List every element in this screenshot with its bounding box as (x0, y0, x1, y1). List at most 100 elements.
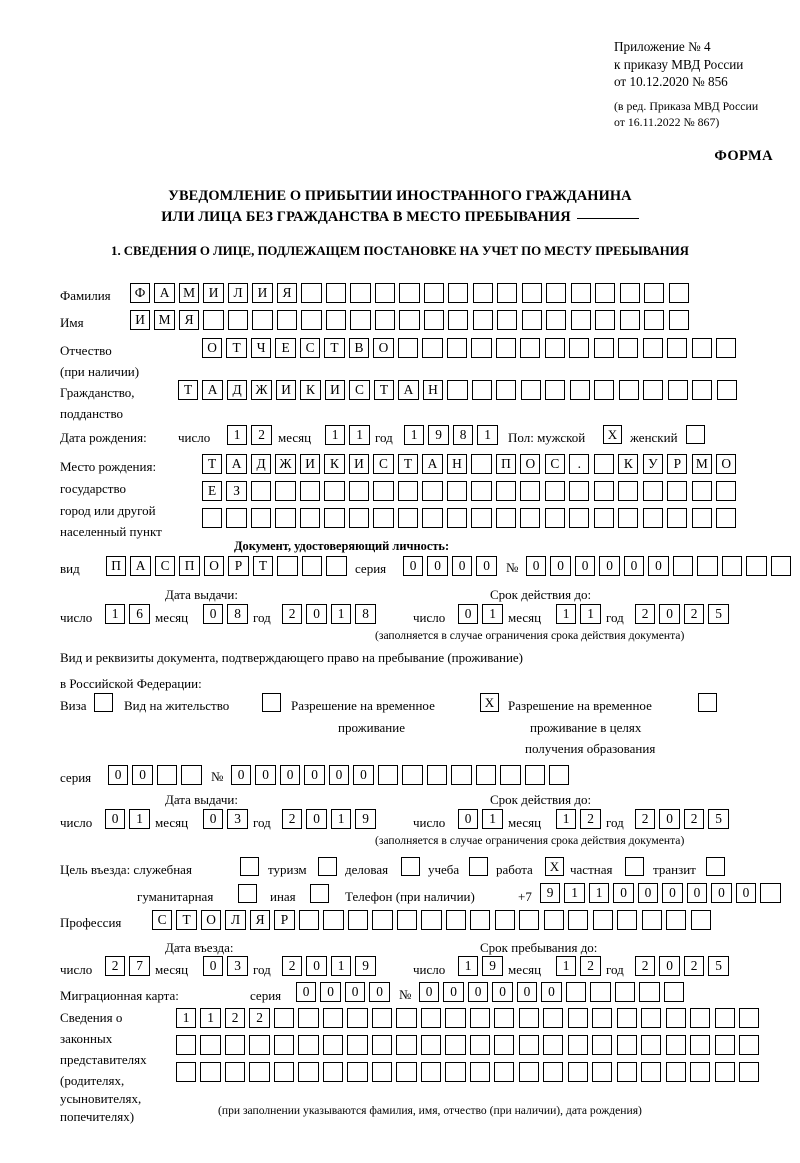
char-cell[interactable] (665, 1062, 686, 1083)
char-cell[interactable]: 0 (427, 556, 448, 577)
char-cell[interactable]: 6 (129, 604, 150, 625)
char-cell[interactable] (203, 310, 224, 331)
char-cell[interactable]: 1 (588, 883, 610, 904)
char-cell[interactable] (739, 1062, 760, 1083)
char-cell[interactable]: Я (249, 910, 271, 931)
char-cell[interactable]: 9 (482, 956, 503, 977)
char-cell[interactable] (593, 454, 614, 475)
char-cell[interactable] (494, 910, 515, 931)
char-cell[interactable]: К (324, 454, 345, 475)
char-cell[interactable] (494, 1062, 515, 1083)
char-cell[interactable] (567, 1035, 588, 1056)
char-cell[interactable] (497, 310, 518, 331)
char-cell[interactable] (691, 338, 712, 359)
char-cell[interactable] (672, 556, 694, 577)
char-cell[interactable]: 1 (482, 604, 503, 625)
char-cell[interactable]: 0 (662, 883, 683, 904)
checkbox-purpose-other[interactable] (310, 884, 329, 903)
char-cell[interactable]: 0 (203, 809, 224, 830)
char-cell[interactable]: 0 (637, 883, 659, 904)
char-cell[interactable]: Т (252, 556, 274, 577)
char-cell[interactable] (322, 1035, 344, 1056)
char-cell[interactable] (445, 1035, 466, 1056)
char-cell[interactable] (371, 1008, 393, 1029)
char-cell[interactable] (520, 481, 541, 502)
char-cell[interactable] (446, 508, 468, 529)
char-cell[interactable]: З (226, 481, 247, 502)
char-cell[interactable]: Я (178, 310, 200, 331)
char-cell[interactable] (642, 481, 663, 502)
char-cell[interactable] (545, 380, 566, 401)
char-cell[interactable] (250, 508, 272, 529)
char-cell[interactable] (544, 481, 565, 502)
char-cell[interactable]: 0 (476, 556, 497, 577)
char-cell[interactable]: П (106, 556, 127, 577)
char-cell[interactable]: А (398, 380, 419, 401)
field-legal-rep-line-2[interactable] (176, 1035, 764, 1056)
char-cell[interactable] (614, 982, 636, 1003)
char-cell[interactable]: 1 (556, 956, 577, 977)
char-cell[interactable]: 0 (279, 765, 301, 786)
char-cell[interactable] (445, 910, 466, 931)
char-cell[interactable] (495, 481, 516, 502)
char-cell[interactable] (420, 1062, 442, 1083)
char-cell[interactable] (396, 1062, 417, 1083)
char-cell[interactable] (618, 481, 639, 502)
char-cell[interactable] (396, 910, 418, 931)
char-cell[interactable]: К (618, 454, 639, 475)
checkbox-sex-male[interactable]: Х (603, 425, 622, 444)
char-cell[interactable]: . (569, 454, 590, 475)
char-cell[interactable] (373, 481, 394, 502)
char-cell[interactable] (518, 1062, 539, 1083)
char-cell[interactable]: 5 (708, 809, 729, 830)
char-cell[interactable] (276, 310, 298, 331)
char-cell[interactable] (618, 380, 639, 401)
char-cell[interactable] (445, 1062, 466, 1083)
char-cell[interactable] (642, 508, 663, 529)
char-cell[interactable]: 0 (304, 765, 325, 786)
char-cell[interactable] (543, 1008, 564, 1029)
char-cell[interactable]: С (152, 910, 173, 931)
char-cell[interactable] (667, 380, 688, 401)
char-cell[interactable] (347, 910, 369, 931)
char-cell[interactable] (371, 1062, 393, 1083)
char-cell[interactable] (445, 1008, 466, 1029)
char-cell[interactable]: 1 (580, 604, 601, 625)
char-cell[interactable]: 1 (105, 604, 126, 625)
char-cell[interactable] (760, 883, 781, 904)
char-cell[interactable]: О (203, 556, 225, 577)
char-cell[interactable] (202, 508, 223, 529)
char-cell[interactable] (423, 283, 444, 304)
char-cell[interactable] (667, 481, 688, 502)
char-cell[interactable] (322, 1062, 344, 1083)
char-cell[interactable] (156, 765, 178, 786)
char-cell[interactable] (224, 1035, 246, 1056)
char-cell[interactable]: И (203, 283, 224, 304)
char-cell[interactable]: С (373, 454, 394, 475)
char-cell[interactable] (497, 283, 518, 304)
char-cell[interactable]: 0 (541, 982, 562, 1003)
char-cell[interactable] (644, 310, 665, 331)
char-cell[interactable]: Я (276, 283, 298, 304)
char-cell[interactable]: Н (422, 380, 444, 401)
char-cell[interactable]: Ф (130, 283, 151, 304)
char-cell[interactable]: 0 (328, 765, 350, 786)
char-cell[interactable] (397, 338, 419, 359)
char-cell[interactable] (250, 481, 272, 502)
char-cell[interactable]: 0 (648, 556, 669, 577)
char-cell[interactable] (324, 481, 345, 502)
char-cell[interactable] (714, 1035, 735, 1056)
char-cell[interactable] (200, 1035, 221, 1056)
char-cell[interactable]: 0 (108, 765, 129, 786)
char-cell[interactable]: 2 (249, 1008, 270, 1029)
char-cell[interactable] (324, 508, 345, 529)
